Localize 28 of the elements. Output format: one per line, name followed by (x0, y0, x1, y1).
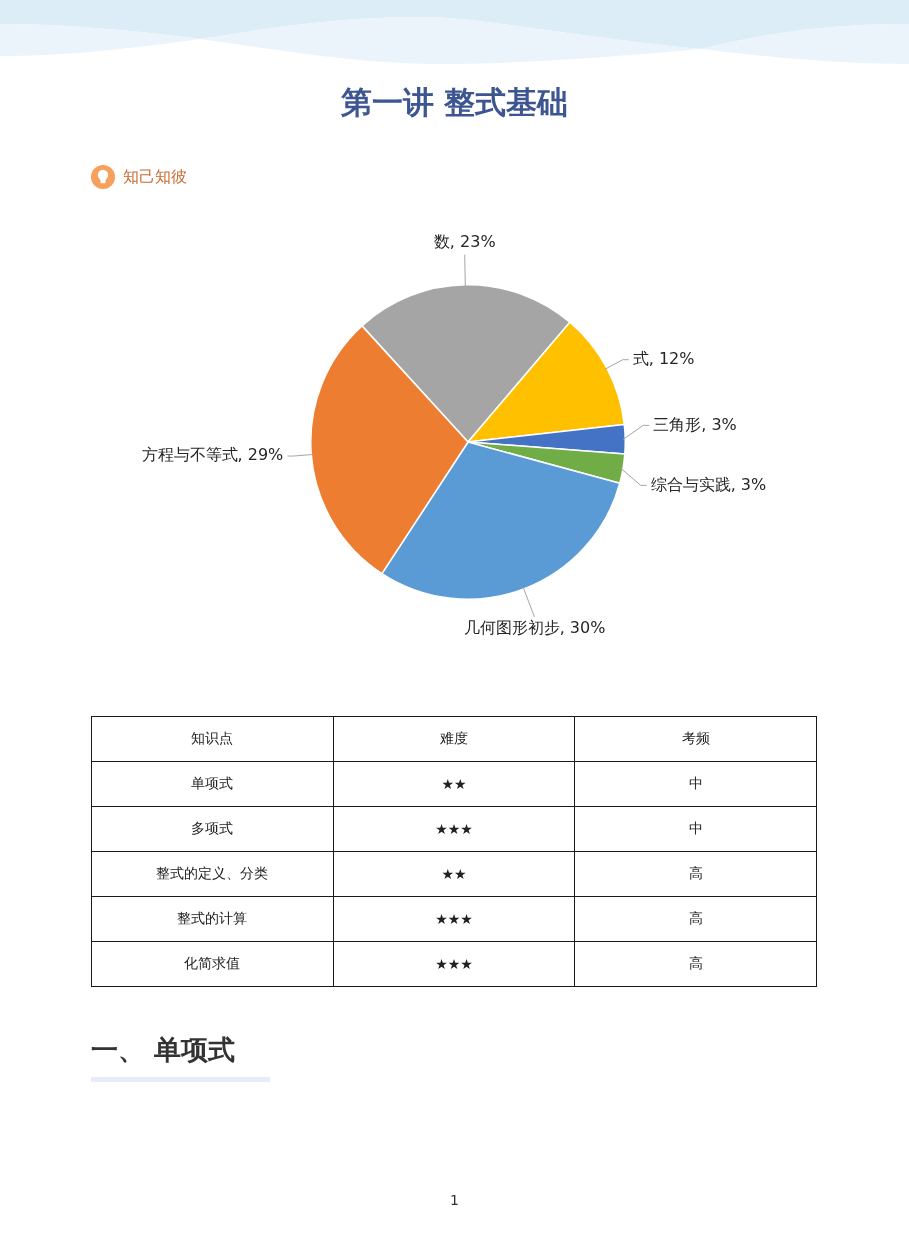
text: 中 (688, 775, 703, 791)
slice-label: 方程与不等式, 29% (141, 445, 284, 465)
text: ★★★ (435, 956, 473, 972)
text: 化简求值 (184, 955, 241, 971)
text: ★★★ (435, 911, 473, 927)
text: 高 (688, 865, 703, 881)
slice-label: 式, 12% (632, 348, 695, 368)
text: 中 (688, 820, 703, 836)
text: 多项式 (191, 820, 234, 836)
text: 整式的定义、分类 (156, 865, 269, 881)
slice-label: 几何图形初步, 30% (463, 618, 606, 638)
text: 1 (449, 1192, 460, 1208)
text: ★★ (441, 866, 467, 882)
slice-label: 数, 23% (433, 231, 496, 251)
text: 知识点 (191, 730, 234, 746)
text: 考频 (681, 730, 710, 746)
text: ★★ (441, 776, 467, 792)
slice-label: 三角形, 3% (653, 414, 737, 434)
chart-title: 第一讲 整式基础 (339, 83, 570, 122)
chart-subtitle: 知己知彼 (123, 166, 187, 188)
text: ★★★ (435, 821, 473, 837)
text: 单项式 (191, 775, 234, 791)
text: 高 (688, 955, 703, 971)
slice-label: 综合与实践, 3% (650, 474, 767, 494)
text: 一、 单项式 (91, 1033, 236, 1067)
text: 整式的计算 (177, 910, 248, 926)
text: 高 (688, 910, 703, 926)
text: 难度 (439, 730, 468, 746)
